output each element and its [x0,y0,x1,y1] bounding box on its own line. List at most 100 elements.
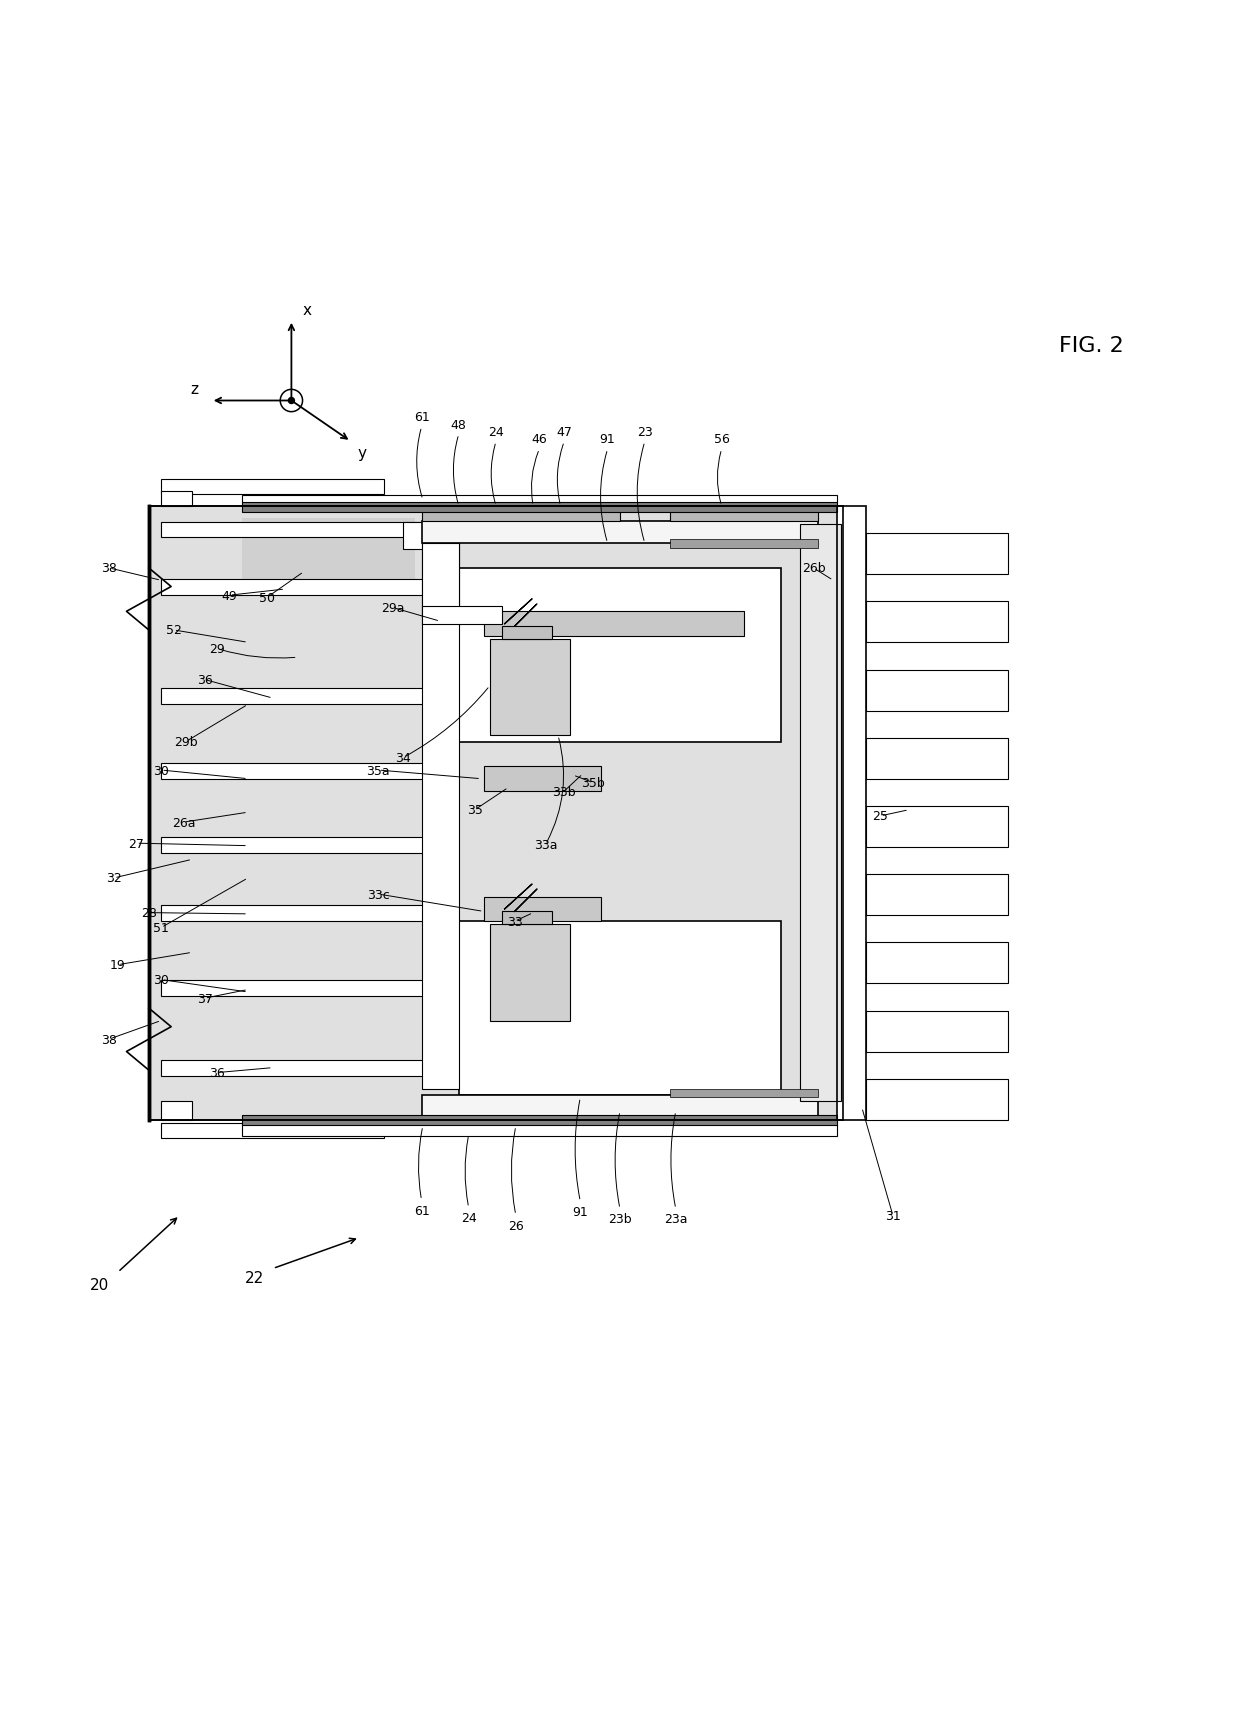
Text: 47: 47 [557,426,572,438]
Polygon shape [242,1115,837,1126]
Polygon shape [422,544,459,618]
Polygon shape [866,942,1008,984]
Text: 36: 36 [197,674,212,686]
Polygon shape [459,921,781,1095]
Polygon shape [161,838,428,854]
Polygon shape [161,523,428,537]
Polygon shape [161,492,192,506]
Text: 61: 61 [414,1204,429,1218]
Text: 61: 61 [414,410,429,424]
Text: 91: 91 [600,433,615,447]
Text: 29b: 29b [174,736,198,748]
Polygon shape [422,544,459,1089]
Text: 23a: 23a [665,1212,687,1226]
Text: x: x [303,303,312,319]
Text: 29: 29 [210,643,224,656]
Polygon shape [484,611,744,637]
Polygon shape [866,738,1008,779]
Polygon shape [843,506,866,1121]
Text: 56: 56 [714,433,729,447]
Text: 38: 38 [102,1032,117,1046]
Polygon shape [242,520,415,594]
Polygon shape [866,603,1008,643]
Text: 33b: 33b [552,785,577,798]
Polygon shape [502,911,552,925]
Text: 33c: 33c [367,889,389,901]
Text: 46: 46 [532,433,547,447]
Polygon shape [484,897,601,921]
Polygon shape [161,980,428,996]
Text: 23: 23 [637,426,652,438]
Polygon shape [161,480,384,494]
Text: z: z [191,381,198,397]
Text: 35: 35 [467,804,482,818]
Polygon shape [161,1102,192,1121]
Polygon shape [422,1117,818,1129]
Text: 24: 24 [489,426,503,438]
Polygon shape [242,502,837,513]
Text: 52: 52 [166,624,181,637]
Text: 19: 19 [110,958,125,972]
Polygon shape [831,506,837,1121]
Circle shape [280,390,303,412]
Text: 22: 22 [244,1270,264,1285]
Text: 48: 48 [451,419,466,431]
Polygon shape [149,506,837,1121]
Polygon shape [866,1079,1008,1121]
Polygon shape [490,925,570,1020]
Text: y: y [357,445,367,461]
Text: 20: 20 [89,1278,109,1292]
Polygon shape [800,525,841,1102]
Polygon shape [670,509,818,521]
Text: 51: 51 [154,921,169,935]
Polygon shape [161,1124,384,1138]
Text: 32: 32 [107,871,122,885]
Polygon shape [242,1126,837,1136]
Polygon shape [161,580,440,596]
Text: 35a: 35a [366,764,391,778]
Text: 25: 25 [873,811,888,823]
Text: 91: 91 [573,1205,588,1218]
Polygon shape [422,1095,818,1117]
Polygon shape [422,521,818,544]
Text: 29a: 29a [382,601,404,615]
Polygon shape [484,767,601,792]
Polygon shape [866,875,1008,916]
Polygon shape [422,509,620,521]
Text: FIG. 2: FIG. 2 [1059,336,1123,355]
Polygon shape [866,670,1008,712]
Text: 34: 34 [396,752,410,766]
Polygon shape [161,1060,440,1077]
Polygon shape [670,1089,818,1098]
Polygon shape [422,606,502,624]
Text: 30: 30 [154,764,169,778]
Polygon shape [670,540,818,549]
Polygon shape [161,689,440,705]
Text: 37: 37 [197,992,212,1005]
Polygon shape [161,906,428,921]
Text: 26: 26 [508,1219,523,1231]
Polygon shape [242,495,837,502]
Polygon shape [403,523,430,551]
Polygon shape [161,764,428,779]
Text: 33: 33 [507,914,522,928]
Text: 27: 27 [129,837,144,850]
Polygon shape [866,807,1008,847]
Text: 33a: 33a [534,838,557,852]
Polygon shape [502,627,552,639]
Polygon shape [866,533,1008,575]
Text: 36: 36 [210,1067,224,1079]
Text: 35b: 35b [580,776,605,790]
Text: 28: 28 [141,906,156,920]
Text: 30: 30 [154,973,169,987]
Text: 38: 38 [102,563,117,575]
Circle shape [288,398,295,405]
Text: 26a: 26a [172,816,195,830]
Text: 24: 24 [461,1211,476,1225]
Text: 26b: 26b [801,563,826,575]
Polygon shape [459,568,781,741]
Polygon shape [866,1011,1008,1051]
Text: 50: 50 [259,592,274,604]
Text: 49: 49 [222,589,237,603]
Polygon shape [490,639,570,736]
